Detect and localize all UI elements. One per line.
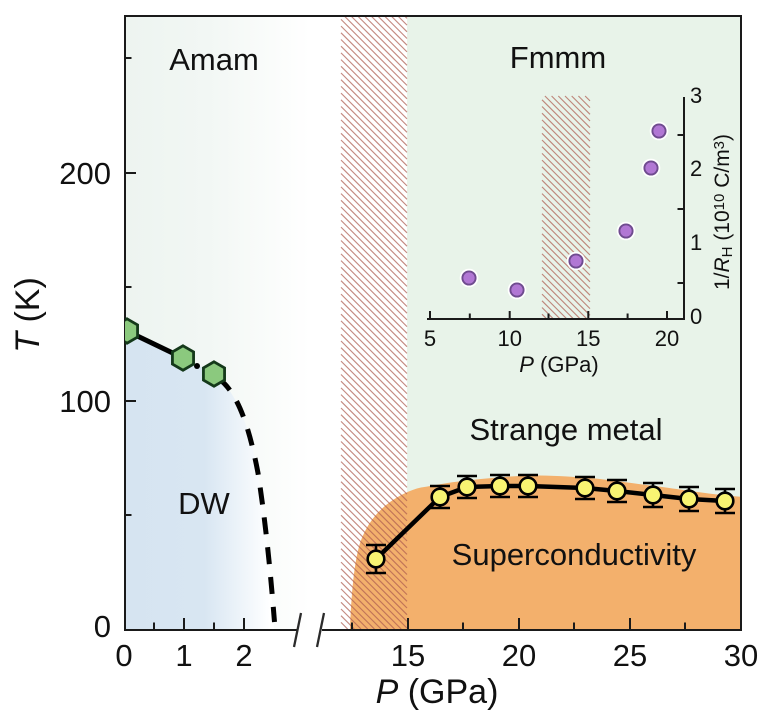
svg-text:1: 1 bbox=[175, 638, 192, 673]
svg-text:0: 0 bbox=[115, 638, 132, 673]
svg-text:2: 2 bbox=[690, 156, 702, 181]
svg-text:25: 25 bbox=[613, 638, 647, 673]
svg-text:P (GPa): P (GPa) bbox=[376, 673, 499, 711]
svg-text:3: 3 bbox=[690, 83, 702, 108]
svg-text:15: 15 bbox=[391, 638, 425, 673]
svg-text:10: 10 bbox=[497, 326, 521, 351]
svg-text:20: 20 bbox=[502, 638, 536, 673]
svg-text:Amam: Amam bbox=[169, 42, 259, 77]
svg-text:20: 20 bbox=[655, 326, 679, 351]
svg-text:30: 30 bbox=[724, 638, 758, 673]
svg-text:Fmmm: Fmmm bbox=[510, 40, 606, 75]
svg-text:P (GPa): P (GPa) bbox=[519, 352, 598, 377]
svg-text:Superconductivity: Superconductivity bbox=[452, 537, 697, 572]
svg-text:DW: DW bbox=[178, 486, 230, 521]
svg-text:0: 0 bbox=[690, 304, 702, 329]
svg-text:15: 15 bbox=[576, 326, 600, 351]
svg-text:200: 200 bbox=[59, 156, 111, 191]
svg-text:1/RH (1010 C/m3): 1/RH (1010 C/m3) bbox=[711, 134, 737, 290]
svg-text:2: 2 bbox=[235, 638, 252, 673]
svg-text:T (K): T (K) bbox=[9, 277, 47, 353]
svg-text:5: 5 bbox=[424, 326, 436, 351]
svg-text:100: 100 bbox=[59, 384, 111, 419]
svg-text:0: 0 bbox=[94, 609, 111, 644]
svg-text:1: 1 bbox=[690, 230, 702, 255]
svg-text:Strange metal: Strange metal bbox=[470, 412, 663, 447]
